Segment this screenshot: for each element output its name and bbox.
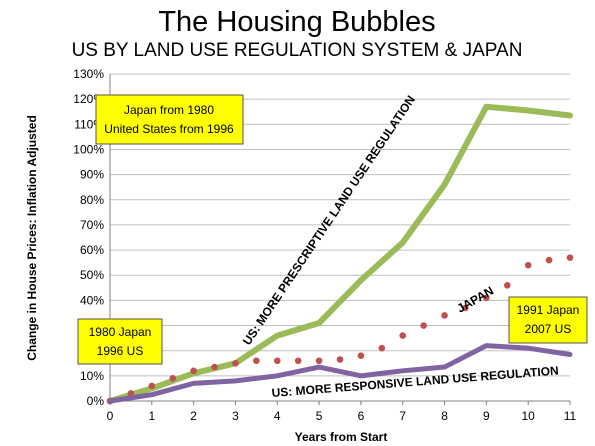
x-tick-label: 6 — [358, 409, 365, 423]
box-right-line-1: 1991 Japan — [517, 303, 580, 317]
box-top-line-2: United States from 1996 — [104, 122, 234, 136]
point-japan — [253, 357, 260, 365]
x-tick-label: 10 — [522, 409, 536, 423]
x-tick-label: 8 — [441, 409, 448, 423]
box-top-line-1: Japan from 1980 — [124, 103, 214, 117]
series-line-us-more-prescriptive-land-use-regulation — [107, 103, 573, 404]
point-japan — [545, 256, 553, 264]
chart-title: The Housing Bubbles — [158, 6, 435, 38]
y-axis-label: Change in House Prices: Inflation Adjust… — [25, 115, 39, 361]
x-tick-label: 7 — [399, 409, 406, 423]
point-japan — [378, 344, 386, 352]
point-japan — [273, 357, 281, 365]
x-axis-label: Years from Start — [295, 430, 388, 444]
x-tick-label: 0 — [107, 409, 114, 423]
series-layer — [106, 103, 574, 405]
label-japan: JAPAN — [455, 284, 496, 316]
x-tick-label: 5 — [316, 409, 323, 423]
y-tick-label: 100% — [73, 142, 104, 156]
x-tick-label: 9 — [483, 409, 490, 423]
point-japan — [315, 357, 323, 365]
point-japan — [148, 382, 156, 390]
point-japan — [211, 363, 218, 371]
y-tick-label: 70% — [80, 218, 104, 232]
point-japan — [232, 359, 239, 367]
annotation-box-left: 1980 Japan 1996 US — [77, 318, 163, 365]
series-line-us-more-responsive-land-use-regulation — [107, 343, 573, 404]
point-japan — [524, 261, 532, 269]
point-japan — [399, 332, 407, 339]
x-tick-label: 2 — [190, 409, 197, 423]
y-tick-label: 0% — [87, 394, 105, 408]
x-tick-labels: 0 1 2 3 4 5 6 7 8 9 10 11 — [107, 401, 577, 423]
point-japan — [483, 294, 490, 302]
x-tick-label: 11 — [564, 409, 577, 423]
point-japan — [566, 254, 574, 261]
point-japan — [336, 356, 344, 363]
point-japan — [169, 375, 177, 382]
y-tick-label: 60% — [80, 243, 104, 257]
point-japan — [441, 312, 448, 319]
box-left-line-1: 1980 Japan — [89, 325, 152, 339]
point-japan — [357, 352, 365, 360]
box-left-line-2: 1996 US — [97, 344, 144, 358]
box-right-line-2: 2007 US — [525, 322, 572, 336]
annotation-box-top: Japan from 1980 United States from 1996 — [95, 94, 244, 145]
annotation-box-right: 1991 Japan 2007 US — [508, 296, 588, 344]
point-japan — [503, 281, 511, 289]
x-tick-label: 4 — [274, 409, 281, 423]
y-tick-label: 40% — [80, 293, 104, 307]
x-tick-label: 1 — [148, 409, 155, 423]
chart-subtitle: US BY LAND USE REGULATION SYSTEM & JAPAN — [72, 40, 523, 61]
point-japan — [294, 357, 302, 365]
y-tick-label: 90% — [80, 168, 104, 182]
x-tick-label: 3 — [232, 409, 239, 423]
point-japan — [420, 322, 427, 329]
y-tick-label: 130% — [73, 67, 104, 81]
y-tick-label: 10% — [80, 369, 104, 383]
point-japan — [462, 304, 469, 312]
point-japan — [190, 367, 197, 375]
y-tick-label: 80% — [80, 193, 104, 207]
y-tick-label: 50% — [80, 268, 104, 282]
